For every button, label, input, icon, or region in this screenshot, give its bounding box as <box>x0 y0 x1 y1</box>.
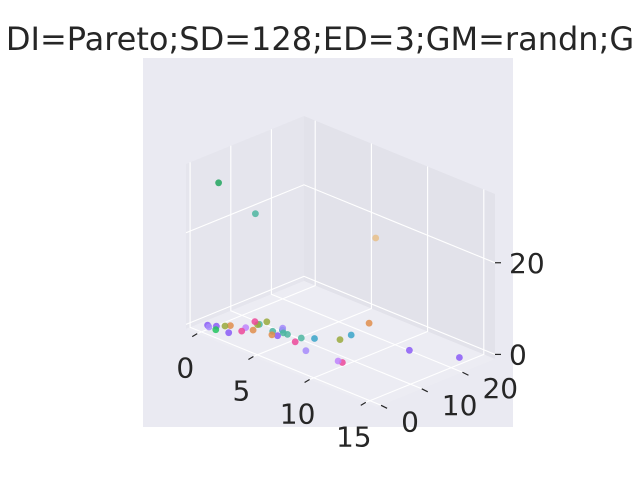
data-point <box>252 210 259 218</box>
tick-mark-x <box>248 356 254 361</box>
data-point <box>268 331 276 339</box>
data-point <box>205 323 213 331</box>
data-point <box>334 357 342 365</box>
tick-mark-x <box>304 378 310 383</box>
data-point <box>249 326 257 334</box>
data-point <box>221 322 229 330</box>
data-point <box>372 234 380 242</box>
data-point <box>225 329 233 337</box>
grid-line-y <box>189 162 382 406</box>
data-point <box>297 334 305 342</box>
data-point <box>274 332 281 340</box>
grid-lines <box>185 120 496 406</box>
data-point <box>279 329 287 337</box>
data-point <box>311 335 318 342</box>
tick-label-x: 15 <box>336 420 372 453</box>
grid-line-z <box>185 184 496 264</box>
tick-label-x: 5 <box>232 375 250 408</box>
grid-line-x <box>196 120 316 335</box>
pane-left <box>186 116 304 329</box>
grid-line-y <box>230 145 423 390</box>
data-point <box>291 338 299 346</box>
tick-label-x: 0 <box>176 352 194 385</box>
data-point <box>215 179 223 187</box>
grid-line-x <box>365 189 485 403</box>
grid-line-y <box>270 129 463 373</box>
tick-label-y: 0 <box>401 405 419 438</box>
tick-mark-x <box>360 401 367 406</box>
data-points <box>204 179 463 366</box>
tick-label-y: 20 <box>482 372 518 405</box>
pane-back <box>304 116 495 359</box>
tick-mark-y <box>421 388 429 393</box>
data-point <box>238 327 246 335</box>
tick-mark-y <box>462 371 469 376</box>
tick-marks <box>191 262 501 409</box>
tick-label-y: 10 <box>442 389 478 422</box>
data-point <box>251 318 259 325</box>
data-point <box>302 347 310 355</box>
data-point <box>347 331 355 339</box>
data-point <box>365 319 373 327</box>
data-point <box>336 336 344 343</box>
data-point <box>456 354 463 361</box>
grid-line-z <box>185 275 496 355</box>
tick-mark-y <box>380 404 388 409</box>
grid-line-x <box>309 166 429 381</box>
data-point <box>212 326 220 334</box>
tick-label-z: 0 <box>509 338 527 371</box>
axis-panes <box>186 116 495 407</box>
data-point <box>406 346 413 354</box>
tick-mark-x <box>191 333 198 338</box>
pane-floor <box>186 281 495 407</box>
chart-title: DI=Pareto;SD=128;ED=3;GM=randn;G <box>6 20 634 58</box>
tick-label-x: 10 <box>280 397 316 430</box>
data-point <box>227 322 234 329</box>
tick-label-z: 20 <box>509 247 545 280</box>
data-point <box>263 318 271 326</box>
